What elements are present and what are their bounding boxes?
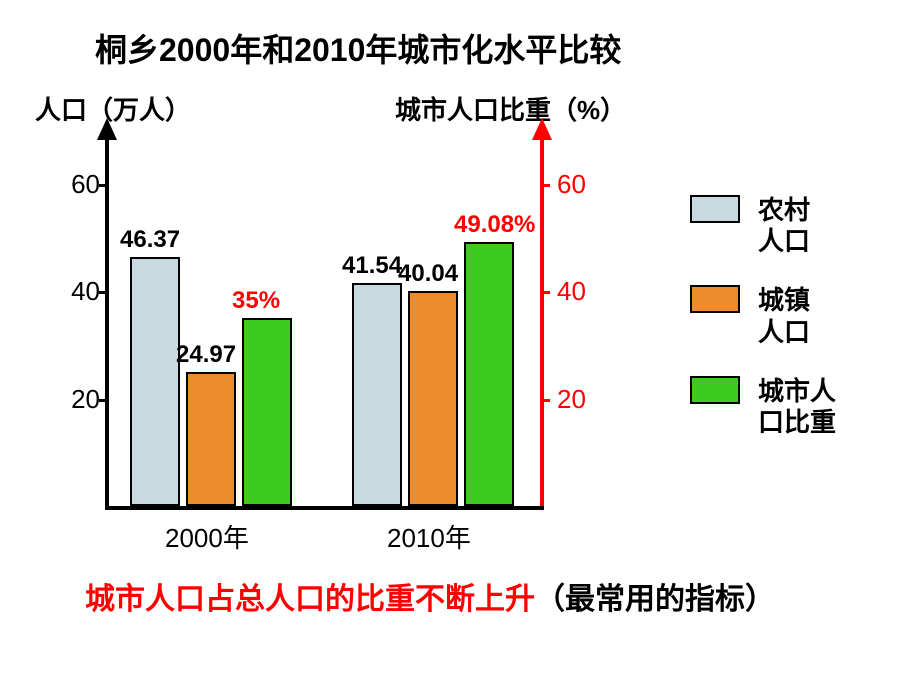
footer-note: 城市人口占总人口的比重不断上升（最常用的指标） xyxy=(85,580,775,619)
legend-item: 城镇人口 xyxy=(690,285,836,347)
legend-label: 农村人口 xyxy=(758,195,810,257)
tick-right xyxy=(540,291,550,294)
tick-label-right: 60 xyxy=(557,169,586,200)
bar-label: 46.37 xyxy=(120,226,180,254)
y-axis-right xyxy=(540,130,544,510)
legend-label: 城镇人口 xyxy=(758,285,810,347)
tick-label-left: 40 xyxy=(71,276,100,307)
legend-item: 城市人口比重 xyxy=(690,376,836,438)
tick-label-right: 40 xyxy=(557,276,586,307)
y-axis-left xyxy=(105,130,109,510)
tick-right xyxy=(540,399,550,402)
footer-part2: （最常用的指标） xyxy=(535,583,775,616)
tick-right xyxy=(540,184,550,187)
tick-label-left: 20 xyxy=(71,384,100,415)
legend-swatch xyxy=(690,285,740,313)
bar-label: 41.54 xyxy=(342,252,402,280)
legend: 农村人口城镇人口城市人口比重 xyxy=(690,195,836,466)
legend-swatch xyxy=(690,376,740,404)
arrow-right-icon xyxy=(532,118,552,140)
x-category-label: 2000年 xyxy=(165,518,249,555)
bar-label: 49.08% xyxy=(454,211,535,239)
tick-label-left: 60 xyxy=(71,169,100,200)
bar-label: 24.97 xyxy=(176,341,236,369)
bar xyxy=(242,318,292,506)
legend-item: 农村人口 xyxy=(690,195,836,257)
tick-left xyxy=(99,184,109,187)
tick-left xyxy=(99,399,109,402)
bar xyxy=(408,291,458,506)
bar xyxy=(464,242,514,506)
bar xyxy=(130,257,180,506)
arrow-left-icon xyxy=(97,118,117,140)
x-category-label: 2010年 xyxy=(387,518,471,555)
legend-swatch xyxy=(690,195,740,223)
legend-label: 城市人口比重 xyxy=(758,376,836,438)
chart-area: 204060204060 46.3724.9735%41.5440.0449.0… xyxy=(85,130,615,535)
bar-label: 40.04 xyxy=(398,260,458,288)
chart-title: 桐乡2000年和2010年城市化水平比较 xyxy=(95,25,621,71)
bar-label: 35% xyxy=(232,287,280,315)
x-axis xyxy=(105,506,544,510)
footer-part1: 城市人口占总人口的比重不断上升 xyxy=(85,583,535,616)
bar xyxy=(186,372,236,506)
y-axis-right-label: 城市人口比重（%） xyxy=(395,90,626,127)
bar xyxy=(352,283,402,506)
tick-left xyxy=(99,291,109,294)
tick-label-right: 20 xyxy=(557,384,586,415)
